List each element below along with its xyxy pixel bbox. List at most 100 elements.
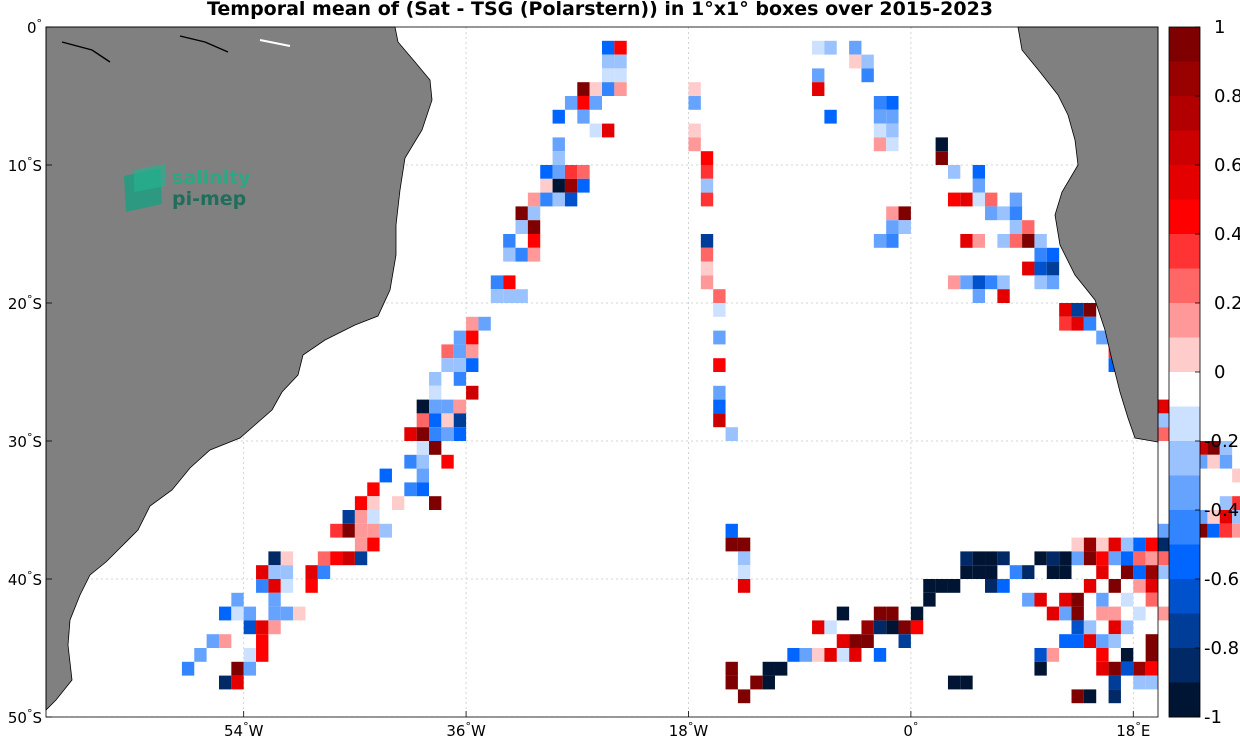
data-cell: [453, 344, 467, 359]
data-cell: [1108, 675, 1121, 690]
data-cell: [429, 413, 442, 428]
data-cell: [1145, 551, 1158, 566]
data-cell: [972, 165, 986, 179]
data-cell: [577, 96, 590, 110]
colorbar: 1 0.8 0.6 0.4 0.2 0 -0.2 -0.4 -0.6 -0.8 -1: [1168, 17, 1240, 728]
data-cell: [1071, 303, 1084, 317]
data-cell: [1083, 537, 1097, 552]
y-tick-label: 10°S: [8, 155, 42, 175]
data-cell: [1096, 330, 1109, 345]
data-cell: [1009, 565, 1023, 579]
colorbar-tick-label: 0.4: [1214, 224, 1240, 245]
data-cell: [441, 413, 454, 428]
data-cell: [1071, 551, 1084, 566]
data-cell: [614, 68, 627, 83]
data-cell: [873, 234, 887, 248]
data-cell: [527, 234, 541, 248]
data-cell: [416, 413, 430, 428]
data-cell: [1158, 537, 1171, 552]
colorbar-segment: [1169, 613, 1200, 649]
x-tick-label: 18°W: [669, 720, 709, 740]
data-cell: [218, 675, 232, 690]
data-cell: [1207, 523, 1220, 538]
data-cell: [997, 206, 1010, 221]
x-tick-label: 18°E: [1116, 720, 1150, 740]
data-cell: [429, 427, 442, 441]
data-cell: [280, 579, 294, 593]
data-cell: [997, 551, 1010, 566]
data-cell: [947, 579, 961, 593]
colorbar-segment: [1169, 130, 1200, 166]
data-cell: [453, 372, 467, 386]
logo: salinity pi-mep: [124, 164, 251, 212]
data-cell: [256, 565, 269, 579]
data-cell: [1071, 634, 1084, 648]
colorbar-segment: [1169, 475, 1200, 511]
river-detail: [259, 39, 291, 47]
data-cell: [1219, 441, 1233, 455]
x-tick-label: 36°W: [446, 720, 486, 740]
colorbar-tick-label: -1: [1204, 707, 1222, 728]
data-cell: [1145, 675, 1158, 690]
y-tick-label: 20°S: [8, 293, 42, 313]
data-cell: [354, 551, 368, 566]
data-cell: [947, 275, 961, 290]
data-cell: [416, 399, 430, 414]
data-cell: [243, 606, 257, 621]
data-cell: [700, 275, 714, 290]
data-cell: [1034, 648, 1047, 662]
data-cell: [898, 220, 911, 234]
data-cell: [910, 606, 924, 621]
y-tick-label: 40°S: [8, 569, 42, 589]
data-cell: [1108, 551, 1121, 566]
data-cell: [873, 606, 887, 621]
data-cell: [985, 551, 998, 566]
colorbar-segment: [1169, 682, 1200, 718]
data-cell: [997, 275, 1010, 290]
data-cell: [1096, 648, 1109, 662]
data-cell: [873, 137, 887, 152]
data-cell: [1219, 454, 1233, 469]
data-cell: [873, 123, 887, 138]
data-cell: [231, 606, 244, 621]
data-cell: [1083, 316, 1097, 331]
data-cell: [886, 96, 899, 110]
data-cell: [453, 330, 467, 345]
data-cell: [268, 551, 281, 566]
data-cell: [700, 261, 714, 276]
data-cell: [1158, 413, 1171, 428]
data-cell: [1071, 689, 1084, 704]
data-cell: [898, 620, 911, 635]
data-cell: [1083, 551, 1097, 566]
data-cell: [552, 178, 565, 193]
data-cell: [1158, 551, 1171, 566]
data-cell: [750, 675, 763, 690]
data-cell: [935, 579, 948, 593]
colorbar-segment: [1169, 27, 1200, 62]
data-cell: [1158, 523, 1171, 538]
data-cell: [947, 165, 961, 179]
data-cell: [1096, 592, 1109, 607]
data-cell: [602, 54, 615, 69]
colorbar-tick-label: 0.2: [1214, 293, 1240, 314]
colorbar-tick-label: 0.8: [1214, 86, 1240, 107]
data-cell: [367, 482, 380, 497]
data-cell: [317, 551, 331, 566]
data-cell: [1133, 606, 1146, 621]
data-cell: [1059, 316, 1072, 331]
data-cell: [737, 551, 751, 566]
data-cell: [503, 275, 516, 290]
data-cell: [342, 551, 355, 566]
data-cell: [1083, 634, 1097, 648]
data-cell: [873, 109, 887, 124]
data-cell: [997, 579, 1010, 593]
data-cell: [404, 454, 417, 469]
data-cell: [812, 82, 825, 96]
data-cell: [1022, 234, 1035, 248]
data-cell: [317, 565, 331, 579]
data-cell: [1133, 661, 1146, 676]
data-cell: [490, 289, 504, 303]
data-cell: [367, 496, 380, 510]
data-cell: [1219, 496, 1233, 510]
data-cell: [416, 482, 430, 497]
